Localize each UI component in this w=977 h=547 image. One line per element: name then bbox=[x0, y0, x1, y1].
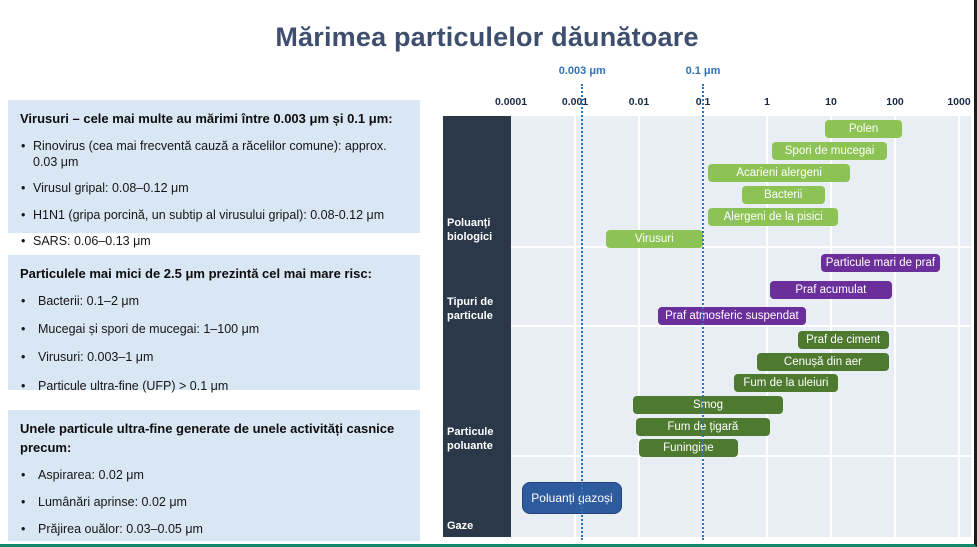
chart-bar: Virusuri bbox=[605, 230, 703, 248]
chart-bar: Praf de ciment bbox=[797, 330, 889, 349]
chart-bar: Smog bbox=[632, 395, 784, 414]
chart-bar: Fum de la uleiuri bbox=[733, 374, 839, 393]
bar-label: Funingine bbox=[663, 442, 714, 455]
category-sidebar-cell: Gaze bbox=[443, 457, 511, 537]
bar-label: Virusuri bbox=[634, 233, 674, 245]
axis-tick-label: 10 bbox=[825, 96, 837, 108]
axis-tick-label: 100 bbox=[886, 96, 904, 108]
bullet-item: Bacterii: 0.1–2 μm bbox=[20, 293, 408, 310]
chart-bar: Acarieni alergeni bbox=[708, 164, 851, 182]
info-panel-viruses: Virusuri – cele mai multe au mărimi într… bbox=[8, 100, 420, 249]
chart-bar: Praf acumulat bbox=[769, 280, 893, 299]
bar-label: Fum de la uleiuri bbox=[743, 377, 829, 390]
bullet-item: H1N1 (gripa porcină, un subtip al virusu… bbox=[20, 207, 408, 224]
bar-label: Praf de ciment bbox=[806, 333, 881, 346]
bullet-item: Particule ultra-fine (UFP) > 0.1 μm bbox=[20, 378, 408, 395]
bar-label: Poluanți gazoși bbox=[531, 491, 613, 505]
bar-label: Polen bbox=[848, 123, 879, 135]
chart-bar: Funingine bbox=[639, 439, 738, 458]
panel-bullet-list: Bacterii: 0.1–2 μm Mucegai și spori de m… bbox=[20, 293, 408, 394]
bullet-item: Rinovirus (cea mai frecventă cauză a răc… bbox=[20, 138, 408, 171]
plot-area bbox=[511, 116, 971, 537]
panel-bullet-list: Aspirarea: 0.02 μm Lumânări aprinse: 0.0… bbox=[20, 467, 408, 538]
bar-label: Alergeni de la pisici bbox=[723, 211, 823, 223]
bullet-item: Virusul gripal: 0.08–0.12 μm bbox=[20, 180, 408, 197]
bar-label: Smog bbox=[693, 398, 724, 411]
axis-tick-label: 0.001 bbox=[561, 96, 589, 108]
axis-tick-label: 1000 bbox=[947, 96, 971, 108]
chart-bar: Spori de mucegai bbox=[772, 142, 887, 160]
chart-bar: Cenușă din aer bbox=[757, 352, 889, 371]
row-group-label: Tipuri de particule bbox=[447, 296, 494, 322]
category-sidebar-cell: Particule poluante bbox=[443, 327, 511, 457]
axis-tick-label: 0.01 bbox=[628, 96, 650, 108]
marker-line bbox=[702, 84, 704, 540]
bullet-item: Lumânări aprinse: 0.02 μm bbox=[20, 494, 408, 511]
marker-label: 0.1 μm bbox=[685, 65, 721, 77]
info-panel-risk: Particulele mai mici de 2.5 μm prezintă … bbox=[8, 255, 420, 394]
bar-label: Bacterii bbox=[763, 189, 803, 201]
info-panel-household: Unele particule ultra-fine generate de u… bbox=[8, 410, 420, 541]
chart-bar: Polen bbox=[824, 120, 903, 138]
category-sidebar-cell: Poluanți biologici bbox=[443, 116, 511, 248]
chart-bar: Praf atmosferic suspendat bbox=[658, 306, 806, 325]
row-group-label: Gaze bbox=[447, 519, 474, 532]
axis-tick-label: 1 bbox=[764, 96, 770, 108]
bullet-item: SARS: 0.06–0.13 μm bbox=[20, 233, 408, 250]
plot-row-separator bbox=[511, 455, 971, 457]
bullet-item: Aspirarea: 0.02 μm bbox=[20, 467, 408, 484]
bar-label: Praf atmosferic suspendat bbox=[665, 309, 799, 322]
marker-line bbox=[581, 84, 584, 540]
panel-bullet-list: Rinovirus (cea mai frecventă cauză a răc… bbox=[20, 138, 408, 250]
chart-bar: Bacterii bbox=[741, 186, 825, 204]
plot-row-separator bbox=[511, 325, 971, 327]
chart-bar: Alergeni de la pisici bbox=[708, 208, 839, 226]
bar-label: Spori de mucegai bbox=[784, 145, 875, 157]
bullet-item: Virusuri: 0.003–1 μm bbox=[20, 349, 408, 366]
bar-label: Acarieni alergeni bbox=[736, 167, 822, 179]
category-sidebar-cell: Tipuri de particule bbox=[443, 248, 511, 327]
bar-label: Cenușă din aer bbox=[783, 355, 862, 368]
bullet-item: Prăjirea ouălor: 0.03–0.05 μm bbox=[20, 521, 408, 538]
marker-label: 0.003 μm bbox=[558, 65, 606, 77]
page-title: Mărimea particulelor dăunătoare bbox=[275, 22, 699, 52]
panel-heading: Unele particule ultra-fine generate de u… bbox=[20, 421, 395, 455]
plot-row-separator bbox=[511, 246, 971, 248]
bar-label: Particule mari de praf bbox=[825, 257, 936, 270]
panel-heading: Virusuri – cele mai multe au mărimi într… bbox=[20, 111, 393, 126]
bullet-item: Mucegai și spori de mucegai: 1–100 μm bbox=[20, 321, 408, 338]
chart-bar: Particule mari de praf bbox=[821, 254, 940, 273]
panel-heading: Particulele mai mici de 2.5 μm prezintă … bbox=[20, 266, 372, 281]
row-group-label: Particule poluante bbox=[447, 426, 494, 452]
row-group-label: Poluanți biologici bbox=[447, 217, 493, 243]
chart-bar: Poluanți gazoși bbox=[522, 482, 622, 514]
axis-tick-label: 0.0001 bbox=[494, 96, 528, 108]
bar-label: Praf acumulat bbox=[795, 283, 867, 296]
